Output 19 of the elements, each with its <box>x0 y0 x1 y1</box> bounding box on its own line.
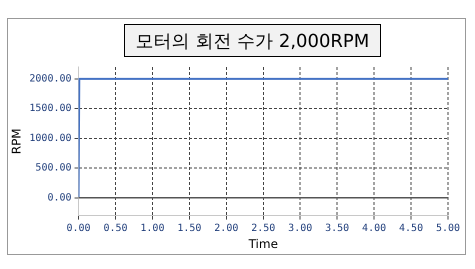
x-tick-label: 4.50 <box>399 223 424 234</box>
y-tick-label: 0.00 <box>47 192 72 204</box>
x-tick-label: 3.00 <box>288 223 312 234</box>
x-tick-label: 2.50 <box>251 223 276 234</box>
x-tick-label: 5.00 <box>436 223 460 234</box>
x-tick-label: 1.00 <box>140 223 164 234</box>
y-axis-title: RPM <box>9 128 24 154</box>
y-tick-label: 1000.00 <box>29 132 72 144</box>
x-tick-label: 2.00 <box>214 223 238 234</box>
x-tick-label: 4.00 <box>362 223 386 234</box>
x-axis-title: Time <box>248 236 278 251</box>
y-tick-label: 1500.00 <box>29 103 72 114</box>
y-tick-label: 2000.00 <box>29 73 72 84</box>
y-tick-label: 500.00 <box>35 162 72 174</box>
chart-title: 모터의 회전 수가 2,000RPM <box>124 24 381 57</box>
x-tick-label: 0.00 <box>66 223 91 234</box>
x-tick-label: 3.50 <box>325 223 350 234</box>
x-tick-label: 0.50 <box>103 223 128 234</box>
x-tick-label: 1.50 <box>177 223 202 234</box>
